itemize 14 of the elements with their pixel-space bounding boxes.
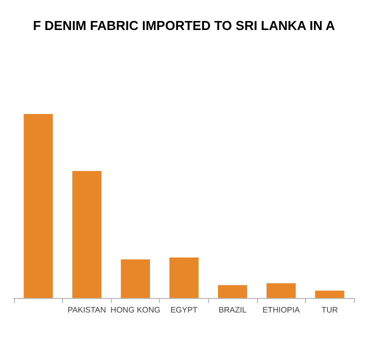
x-tick-label: ETHIOPIA	[262, 306, 300, 314]
x-tick-label: TUR	[321, 306, 338, 314]
x-tick-label: HONG KONG	[110, 306, 160, 314]
x-tick-label: EGYPT	[170, 306, 198, 314]
bar	[24, 114, 53, 298]
bar	[169, 258, 199, 298]
bar	[315, 290, 344, 298]
bar	[72, 171, 102, 298]
x-tick-label: PAKISTAN	[68, 306, 106, 314]
bar	[266, 283, 296, 298]
bar	[218, 285, 248, 298]
chart-title: F DENIM FABRIC IMPORTED TO SRI LANKA IN A	[32, 18, 336, 33]
x-tick-label: BRAZIL	[218, 306, 248, 314]
bar	[120, 259, 150, 298]
